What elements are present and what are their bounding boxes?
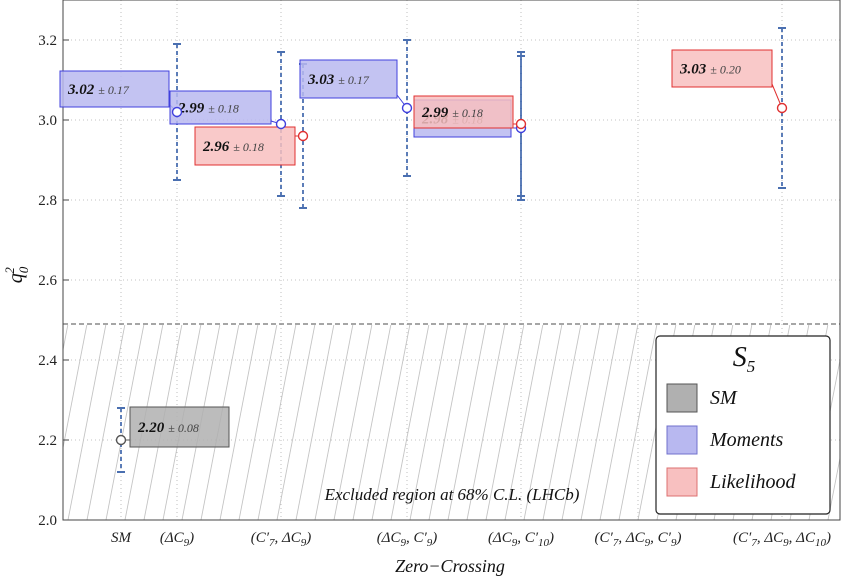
hatch-line [390, 325, 430, 520]
label-text-likelihood-6: 3.03 ± 0.20 [679, 62, 741, 78]
x-tick-label-2: (C′7, ΔC9) [251, 530, 312, 549]
hatch-line [295, 325, 335, 520]
hatch-line [86, 325, 126, 520]
label-box-moments-2 [169, 90, 272, 125]
x-tick-label-3: (ΔC9, C′9) [377, 530, 438, 549]
y-tick-label-3: 2.6 [38, 273, 57, 289]
y-axis-title-sup: 2 [2, 267, 17, 274]
hatch-line [352, 325, 392, 520]
excluded-region-label: Excluded region at 68% C.L. (LHCb) [324, 485, 580, 504]
legend-title-sub: 5 [747, 357, 756, 376]
data-points [115, 102, 788, 446]
label-text-moments-3: 3.03 ± 0.17 [307, 72, 370, 88]
y-tick-label-6: 3.2 [38, 33, 57, 49]
hatch-line [599, 325, 639, 520]
legend-label-likelihood: Likelihood [709, 471, 797, 493]
legend-swatch-likelihood [666, 467, 698, 497]
label-box-moments-3 [299, 59, 398, 99]
label-text-likelihood-2: 2.96 ± 0.18 [202, 139, 264, 155]
point-likelihood-6 [776, 102, 788, 114]
point-likelihood-4 [515, 118, 527, 130]
label-text-moments-2: 2.99 ± 0.18 [177, 101, 239, 117]
point-moments-1 [171, 106, 183, 118]
hatch-line [276, 325, 316, 520]
legend-swatch-moments [666, 425, 698, 455]
label-box-moments-1 [59, 70, 170, 108]
value-labels: 2.20 ± 0.08 3.02 ± 0.17 2.99 ± 0.18 3.03 ± 0.17… [59, 49, 783, 448]
hatch-line [428, 325, 468, 520]
point-moments-3 [401, 102, 413, 114]
hatch-line [523, 325, 563, 520]
legend-label-sm: SM [710, 387, 738, 409]
point-sm-0 [115, 434, 127, 446]
legend: S5 SM Moments Likelihood [655, 335, 831, 515]
hatch-line [542, 325, 582, 520]
label-text-sm-0: 2.20 ± 0.08 [137, 420, 199, 436]
hatch-line [314, 325, 354, 520]
legend-box [655, 335, 831, 515]
x-tick-label-4: (ΔC9, C′10) [488, 530, 554, 549]
legend-title-main: S [733, 342, 747, 373]
y-tick-label-4: 2.8 [38, 193, 57, 209]
legend-swatch-sm [666, 383, 698, 413]
y-axis: 2.0 2.2 2.4 2.6 2.8 3.0 3.2 [38, 33, 69, 529]
legend-label-moments: Moments [709, 429, 784, 451]
y-tick-label-0: 2.0 [38, 513, 57, 529]
hatch-line [466, 325, 506, 520]
plot-frame [62, 0, 841, 521]
hatch-line [618, 325, 658, 520]
y-tick-label-2: 2.4 [38, 353, 57, 369]
x-tick-label-0: SM [111, 530, 133, 546]
hatch-line [485, 325, 525, 520]
hatch-line [63, 325, 88, 451]
x-tick-label-5: (C′7, ΔC9, C′9) [595, 530, 682, 549]
x-axis-title: Zero−Crossing [395, 556, 505, 576]
x-tick-label-6: (C′7, ΔC9, ΔC10) [733, 530, 831, 549]
point-likelihood-2 [297, 130, 309, 142]
legend-title: S5 [733, 342, 756, 376]
label-text-likelihood-4: 2.99 ± 0.18 [421, 105, 483, 121]
hatch-line [238, 325, 278, 520]
point-moments-2 [275, 118, 287, 130]
hatch-line [219, 325, 259, 520]
plot-border [62, 0, 841, 521]
hatch-line [409, 325, 449, 520]
label-text-moments-1: 3.02 ± 0.17 [67, 82, 130, 98]
label-box-likelihood-4 [413, 95, 514, 129]
hatch-line [371, 325, 411, 520]
x-tick-label-1: (ΔC9) [160, 530, 194, 549]
hatch-line [447, 325, 487, 520]
y-tick-label-1: 2.2 [38, 433, 57, 449]
label-box-likelihood-2 [194, 126, 296, 166]
hatch-line [257, 325, 297, 520]
y-axis-title-sub: 0 [16, 266, 31, 273]
svg-text:q02: q02 [2, 266, 31, 283]
hatch-line [67, 325, 107, 520]
hatch-line [333, 325, 373, 520]
y-axis-title: q02 [2, 266, 31, 283]
label-box-sm-0 [129, 406, 230, 448]
hatch-line [504, 325, 544, 520]
hatch-line [561, 325, 601, 520]
label-box-likelihood-6 [671, 49, 773, 88]
hatch-line [105, 325, 145, 520]
y-axis-title-main: q [5, 273, 27, 283]
hatch-line [580, 325, 620, 520]
x-axis: SM (ΔC9) (C′7, ΔC9) (ΔC9, C′9) (ΔC9, C′10) (C… [111, 530, 831, 549]
y-tick-label-5: 3.0 [38, 113, 57, 129]
hatch-line [827, 455, 840, 520]
